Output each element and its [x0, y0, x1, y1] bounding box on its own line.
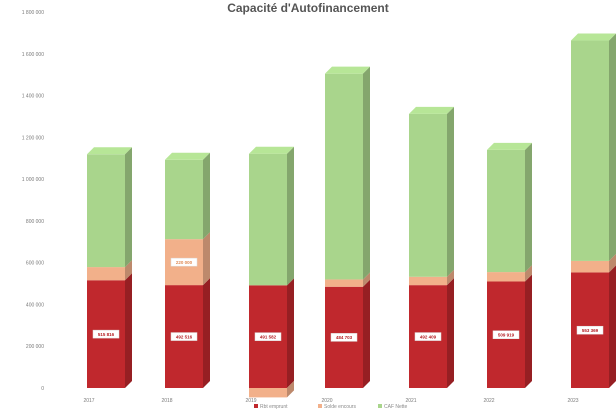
bar-side: [447, 269, 454, 286]
bar-side: [125, 147, 132, 268]
data-label: 492 516: [176, 334, 193, 339]
x-tick-label: 2021: [405, 398, 416, 404]
bars: 515 816 492 516 220 000 491 582 484 703 492 4…: [87, 33, 616, 398]
legend: Rbt emprunt Solde encours CAF Nette: [254, 404, 408, 410]
bar-segment-solde-encours: [249, 388, 287, 398]
data-label: 220 000: [176, 260, 193, 265]
data-label: 491 582: [260, 334, 277, 339]
y-axis: 0 200 000 400 000 600 000 800 000 1 000 000 1 …: [22, 10, 44, 392]
bar-side: [203, 152, 210, 240]
bar-side: [525, 274, 532, 388]
chart-title: Capacité d'Autofinancement: [227, 1, 389, 15]
bar-segment-solde-encours: [409, 276, 447, 286]
bar-top: [249, 146, 294, 154]
data-label: 509 919: [498, 333, 515, 338]
bar-side: [525, 142, 532, 273]
bar-segment-caf-nette: [571, 40, 609, 261]
bar-segment-solde-encours: [571, 260, 609, 273]
y-tick-label: 1 600 000: [22, 52, 44, 58]
x-tick-label: 2019: [245, 398, 256, 404]
bar-top: [487, 142, 532, 150]
x-tick-label: 2017: [83, 398, 94, 404]
bar-side: [447, 106, 454, 277]
bar-top: [409, 106, 454, 114]
bar-top: [325, 66, 370, 74]
data-label-box: [170, 332, 198, 341]
legend-entry: Solde encours: [324, 404, 356, 410]
y-tick-label: 1 200 000: [22, 135, 44, 141]
bar-side: [363, 66, 370, 280]
y-tick-label: 1 000 000: [22, 177, 44, 183]
data-label-box: [92, 329, 120, 339]
bar-segment-caf-nette: [487, 149, 525, 273]
bar-side: [609, 33, 616, 261]
y-tick-label: 800 000: [26, 219, 44, 225]
bar-side: [287, 278, 294, 388]
bar-top: [571, 33, 616, 41]
bar-side: [125, 260, 132, 281]
legend-swatch: [254, 404, 258, 408]
bar-segment-caf-nette: [409, 113, 447, 277]
bar-side: [287, 146, 294, 286]
bar-side: [363, 279, 370, 388]
data-label: 553 369: [582, 328, 599, 333]
x-tick-label: 2020: [321, 398, 332, 404]
bar-side: [609, 265, 616, 388]
legend-entry: Rbt emprunt: [260, 404, 288, 410]
y-tick-label: 0: [41, 386, 44, 392]
bar-side: [125, 273, 132, 388]
bar-side: [287, 381, 294, 398]
data-label: 484 703: [336, 335, 353, 340]
bar-side: [203, 278, 210, 388]
data-label-box: [492, 330, 520, 339]
bar-segment-solde-encours: [487, 272, 525, 282]
bar-top: [165, 152, 210, 160]
y-tick-label: 200 000: [26, 344, 44, 350]
bar-top: [87, 147, 132, 155]
data-label-box: [254, 332, 282, 341]
y-tick-label: 1 800 000: [22, 10, 44, 16]
bar-segment-caf-nette: [87, 154, 125, 268]
y-tick-label: 600 000: [26, 261, 44, 267]
bar-side: [447, 278, 454, 388]
legend-entry: CAF Nette: [384, 404, 408, 410]
legend-swatch: [378, 404, 382, 408]
data-label-box: [576, 325, 604, 335]
y-tick-label: 1 400 000: [22, 94, 44, 100]
data-label-box: [414, 332, 442, 341]
bar-side: [525, 265, 532, 282]
x-tick-label: 2023: [567, 398, 578, 404]
bar-segment-solde-encours: [325, 279, 363, 287]
bar-segment-caf-nette: [165, 159, 203, 240]
x-axis: 2017 2018 2019 2020 2021 2022 2023: [83, 398, 578, 404]
y-tick-label: 400 000: [26, 302, 44, 308]
x-tick-label: 2022: [483, 398, 494, 404]
bar-side: [203, 232, 210, 286]
bar-segment-caf-nette: [325, 73, 363, 280]
legend-swatch: [318, 404, 322, 408]
bar-side: [363, 272, 370, 287]
data-label-box: [170, 257, 198, 267]
bar-side: [609, 253, 616, 273]
bar-segment-solde-encours: [87, 267, 125, 281]
data-label: 515 816: [98, 332, 115, 337]
bar-segment-caf-nette: [249, 153, 287, 286]
data-label: 492 409: [420, 334, 437, 339]
x-tick-label: 2018: [161, 398, 172, 404]
data-label-box: [330, 333, 358, 342]
